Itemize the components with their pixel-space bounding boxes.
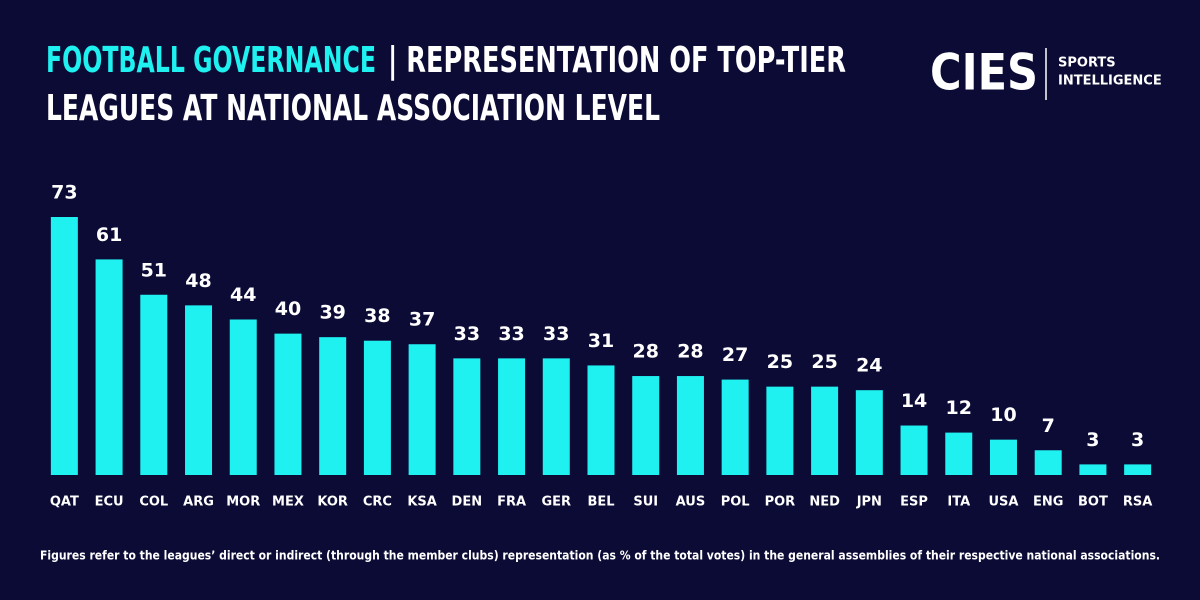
x-tick-label: GER [541,495,571,510]
bar [766,386,794,475]
value-label: 12 [946,397,972,419]
bar [811,386,839,475]
logo-tagline: INTELLIGENCE [1058,74,1162,89]
value-label: 51 [141,259,167,281]
value-label: 28 [677,341,703,363]
value-label: 33 [454,323,480,345]
bar [587,365,615,475]
x-tick-label: JPN [856,495,882,510]
footnote: Figures refer to the leagues’ direct or … [40,548,1160,563]
x-tick-label: AUS [676,495,706,510]
value-label: 7 [1042,415,1055,437]
value-label: 27 [722,344,748,366]
bar [408,344,436,475]
bar [95,259,123,475]
value-label: 24 [856,355,882,377]
x-tick-label: COL [139,495,168,510]
logo-tagline: SPORTS [1058,56,1116,71]
bar [1124,464,1152,475]
x-tick-label: ENG [1033,495,1063,510]
x-tick-label: MEX [272,495,304,510]
value-label: 38 [364,305,390,327]
chart-title: | REPRESENTATION OF TOP-TIER [388,40,846,81]
chart-title: LEAGUES AT NATIONAL ASSOCIATION LEVEL [46,88,660,129]
bar [363,340,391,475]
x-tick-label: BOT [1078,495,1108,510]
bar [945,432,973,475]
value-label: 25 [767,351,793,373]
bar [319,337,347,475]
x-tick-label: POL [721,495,750,510]
value-label: 33 [543,323,569,345]
value-label: 25 [811,351,837,373]
bar [229,319,257,475]
x-tick-label: ECU [95,495,124,510]
value-label: 10 [990,404,1016,426]
bar [50,217,78,475]
bar [855,390,883,475]
x-tick-label: NED [809,495,840,510]
logo-name: CIES [930,44,1038,102]
bar [542,358,570,475]
value-label: 31 [588,330,614,352]
value-label: 33 [498,323,524,345]
value-label: 73 [51,182,77,204]
chart-title: FOOTBALL GOVERNANCE [46,40,376,81]
x-tick-label: FRA [497,495,526,510]
value-label: 28 [632,341,658,363]
x-tick-label: MOR [226,495,260,510]
value-label: 37 [409,309,435,331]
x-tick-label: POR [765,495,796,510]
value-label: 39 [319,302,345,324]
bar [140,294,168,475]
x-tick-label: KSA [407,495,437,510]
x-tick-label: QAT [50,495,79,510]
x-tick-label: DEN [452,495,483,510]
value-label: 14 [901,390,927,412]
x-tick-label: USA [988,495,1018,510]
value-label: 3 [1131,429,1144,451]
x-tick-label: ARG [183,495,214,510]
value-label: 48 [185,270,211,292]
bar [676,376,704,475]
bar [453,358,481,475]
bar [632,376,660,475]
value-label: 44 [230,284,256,306]
x-tick-label: SUI [633,495,658,510]
x-tick-label: RSA [1123,495,1152,510]
x-tick-label: CRC [363,495,392,510]
bar [1079,464,1107,475]
x-tick-label: ESP [900,495,928,510]
value-label: 3 [1086,429,1099,451]
x-tick-label: KOR [317,495,348,510]
bar [989,439,1017,475]
x-tick-label: ITA [947,495,970,510]
value-label: 61 [96,224,122,246]
bar [721,379,749,475]
bar [185,305,213,475]
value-label: 40 [275,298,301,320]
bar [498,358,526,475]
bar [274,333,302,475]
bar [1034,450,1062,475]
x-tick-label: BEL [587,495,614,510]
bar [900,425,928,475]
